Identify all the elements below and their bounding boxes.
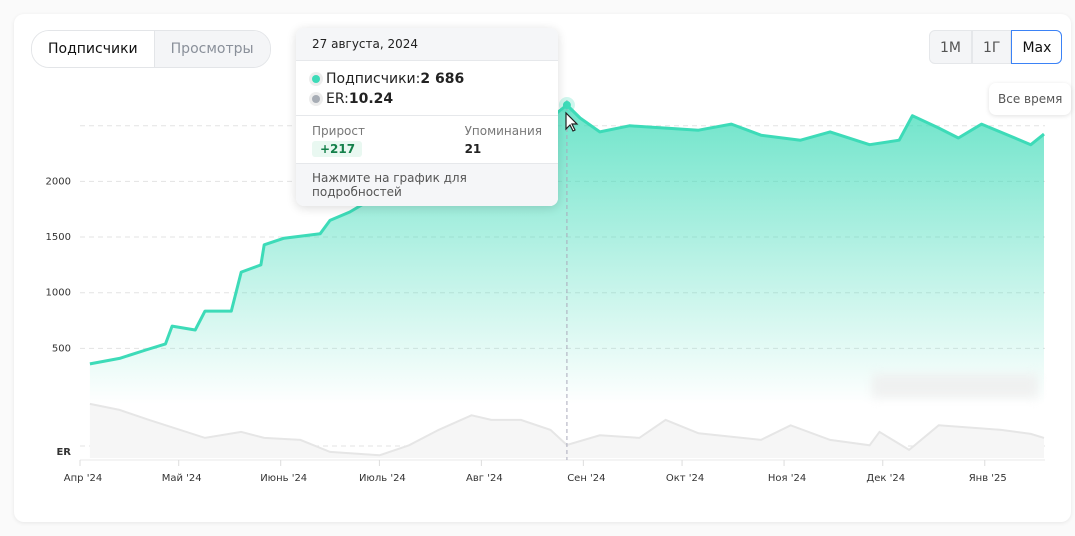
y-tick-label: 500 xyxy=(52,343,71,354)
y-tick-label: 1500 xyxy=(46,232,71,243)
subscribers-dot-icon xyxy=(312,75,320,83)
tab-subscribers[interactable]: Подписчики xyxy=(32,31,154,67)
range-1y-button[interactable]: 1Г xyxy=(972,30,1012,64)
x-tick-label: Ноя '24 xyxy=(768,473,806,484)
x-tick-label: Май '24 xyxy=(162,473,202,484)
y-tick-label: 1000 xyxy=(46,288,71,299)
growth-badge: +217 xyxy=(312,141,362,157)
er-area xyxy=(89,403,1045,458)
y-tick-label: 2000 xyxy=(46,176,71,187)
cursor-icon xyxy=(565,111,579,132)
mentions-value: 21 xyxy=(464,142,482,156)
range-1m-button[interactable]: 1М xyxy=(929,30,972,64)
er-label: ER: xyxy=(326,91,349,107)
x-tick-label: Апр '24 xyxy=(64,473,102,484)
hover-point-core xyxy=(562,101,571,110)
x-tick-label: Окт '24 xyxy=(666,473,704,484)
subs-value: 2 686 xyxy=(420,71,465,87)
metric-tabs: Подписчики Просмотры xyxy=(31,30,271,68)
hover-tooltip: 27 августа, 2024 Подписчики: 2 686 ER: 1… xyxy=(296,28,558,206)
growth-label: Прирост xyxy=(312,124,365,138)
tab-views[interactable]: Просмотры xyxy=(153,31,270,67)
x-tick-label: Авг '24 xyxy=(466,473,503,484)
x-tick-label: Июнь '24 xyxy=(260,473,307,484)
tooltip-footer: Нажмите на график для подробностей xyxy=(296,164,558,206)
x-tick-label: Июль '24 xyxy=(359,473,406,484)
er-axis-label: ER xyxy=(56,447,71,458)
er-dot-icon xyxy=(312,95,320,103)
range-hint-tooltip: Все время xyxy=(989,83,1072,115)
range-max-button[interactable]: Max xyxy=(1011,30,1063,64)
tooltip-date: 27 августа, 2024 xyxy=(296,28,558,61)
subs-label: Подписчики: xyxy=(326,71,421,87)
x-tick-label: Дек '24 xyxy=(866,473,905,484)
x-tick-label: Сен '24 xyxy=(567,473,605,484)
range-selector: 1М 1Г Max xyxy=(929,30,1063,64)
tooltip-er: ER: 10.24 xyxy=(312,89,542,109)
tooltip-subscribers: Подписчики: 2 686 xyxy=(312,69,542,89)
er-value: 10.24 xyxy=(348,91,394,107)
mentions-label: Упоминания xyxy=(464,124,542,138)
watermark-logo xyxy=(872,374,1038,398)
x-tick-label: Янв '25 xyxy=(969,473,1007,484)
er-line xyxy=(89,402,1045,457)
